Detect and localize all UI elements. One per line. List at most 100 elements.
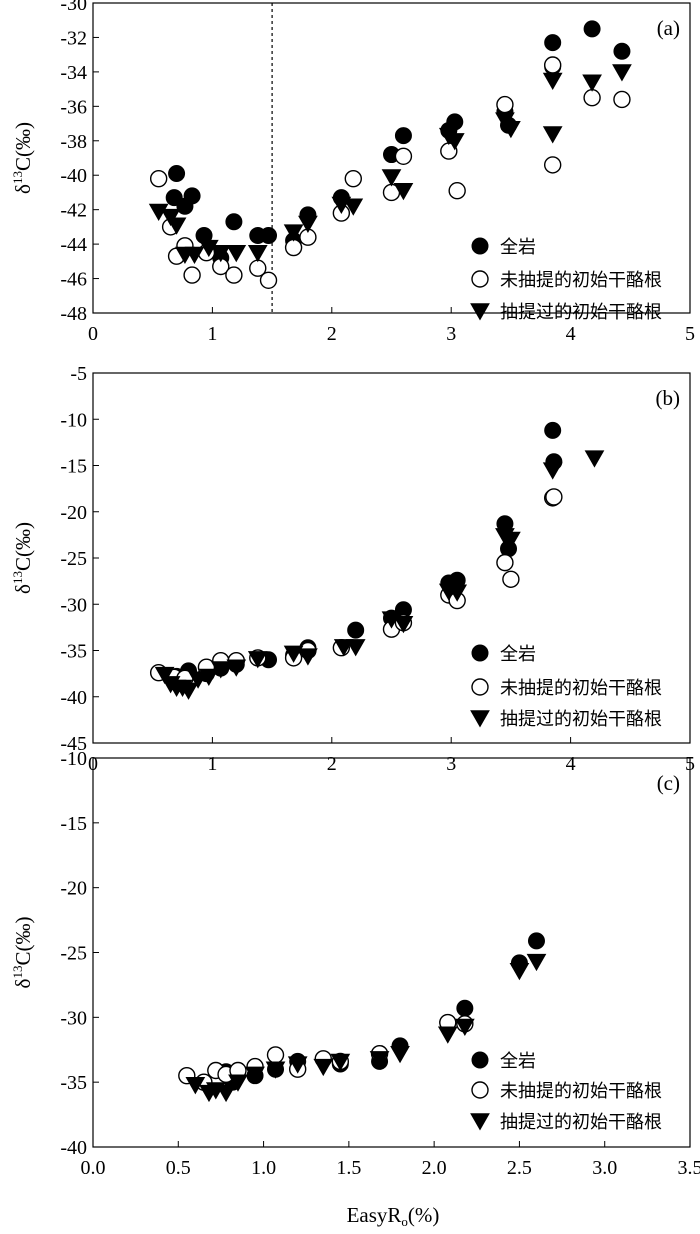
y-axis-title: δ13C(‰): [10, 122, 35, 194]
x-tick-label: 2: [327, 753, 337, 775]
x-tick-label: 3.0: [592, 1157, 617, 1179]
legend-label: 全岩: [500, 237, 536, 258]
legend-label: 全岩: [500, 644, 536, 665]
y-tick-label: -48: [60, 303, 87, 325]
y-tick-label: -40: [60, 687, 87, 709]
data-point: [583, 20, 601, 38]
y-tick-label: -45: [60, 733, 87, 755]
legend-label: 抽提过的初始干酪根: [500, 709, 662, 730]
data-point: [284, 238, 303, 257]
y-tick-label: -42: [60, 200, 87, 222]
data-point: [612, 64, 632, 82]
data-point: [501, 531, 521, 550]
y-tick-label: -20: [60, 878, 87, 900]
panel-label: (a): [657, 16, 680, 40]
y-tick-label: -30: [60, 0, 87, 15]
y-tick-label: -25: [60, 943, 87, 965]
y-tick-label: -36: [60, 96, 87, 118]
data-point: [226, 659, 247, 677]
legend-marker: [470, 1113, 490, 1131]
data-point: [245, 1066, 265, 1084]
y-tick-label: -35: [60, 1072, 87, 1094]
data-point: [447, 584, 468, 602]
y-tick-label: -38: [60, 131, 87, 153]
y-tick-label: -44: [60, 234, 87, 256]
y-tick-label: -5: [70, 363, 87, 385]
data-point: [582, 74, 602, 92]
data-point: [543, 156, 562, 174]
data-point: [330, 1053, 351, 1071]
data-point: [501, 121, 521, 139]
data-point: [437, 1026, 458, 1044]
y-axis-title: δ13C(‰): [10, 917, 35, 989]
y-tick-label: -40: [60, 165, 87, 187]
y-tick-label: -15: [60, 456, 87, 478]
data-point: [444, 133, 465, 151]
legend-label: 未抽提的初始干酪根: [500, 678, 662, 699]
data-point: [496, 553, 514, 572]
data-point: [613, 90, 631, 109]
y-tick-label: -40: [60, 1137, 87, 1159]
data-point: [544, 421, 562, 439]
data-point: [369, 1051, 390, 1069]
y-tick-label: -30: [60, 594, 87, 616]
data-point: [393, 183, 414, 201]
chart-panel-2: 0 1 2 3 4 5-45-40-35-30-25-20-15-10-5(b)δ13C(…: [10, 363, 695, 775]
data-point: [343, 198, 364, 216]
data-point: [313, 1058, 334, 1077]
data-point: [502, 570, 520, 588]
data-point: [454, 1018, 475, 1036]
data-point: [183, 266, 201, 284]
data-point: [456, 999, 474, 1017]
x-tick-label: 4: [566, 323, 576, 345]
data-point: [509, 962, 530, 981]
y-tick-label: -32: [60, 27, 87, 49]
data-point: [210, 245, 231, 263]
data-point: [545, 488, 563, 506]
y-tick-label: -30: [60, 1007, 87, 1029]
x-axis-title: EasyRo(%): [347, 1203, 440, 1229]
chart-panel-3: 0.0 0.5 1.0 1.5 2.0 2.5 3.0 3.5 -40 -35 -30 -25 -20 -…: [10, 748, 700, 1179]
data-point: [394, 147, 413, 165]
data-point: [583, 89, 601, 107]
y-tick-label: -20: [60, 502, 87, 524]
y-tick-label: -15: [60, 813, 87, 835]
x-tick-label: 2.5: [507, 1157, 532, 1179]
data-point: [154, 666, 175, 685]
data-point: [188, 671, 208, 689]
x-tick-label: 1.0: [251, 1157, 276, 1179]
legend-marker: [471, 1051, 489, 1069]
data-point: [225, 266, 243, 284]
data-point: [228, 1074, 248, 1092]
data-point: [198, 668, 219, 686]
data-point: [259, 271, 278, 289]
legend-marker: [471, 1081, 489, 1099]
data-point: [216, 1084, 236, 1103]
y-axis-title: δ13C(‰): [10, 522, 35, 594]
data-point: [183, 187, 201, 205]
data-point: [226, 245, 247, 263]
x-tick-label: 0.5: [166, 1157, 191, 1179]
data-point: [347, 621, 365, 639]
legend-label: 抽提过的初始干酪根: [500, 1112, 662, 1133]
data-point: [394, 127, 412, 145]
y-tick-label: -25: [60, 548, 87, 570]
panel-label: (b): [656, 386, 681, 410]
data-point: [178, 682, 199, 700]
legend-label: 抽提过的初始干酪根: [500, 302, 662, 323]
data-point: [168, 165, 186, 182]
y-tick-label: -10: [60, 409, 87, 431]
x-tick-label: 0: [88, 323, 98, 345]
data-point: [542, 126, 563, 144]
data-point: [283, 645, 304, 663]
data-point: [613, 42, 631, 60]
x-tick-label: 1.5: [336, 1157, 361, 1179]
x-tick-label: 0.0: [81, 1157, 106, 1179]
x-tick-label: 4: [566, 753, 576, 775]
legend-marker: [471, 270, 489, 288]
data-point: [184, 246, 205, 265]
data-point: [390, 1045, 410, 1064]
data-point: [333, 639, 354, 657]
data-point: [495, 112, 515, 130]
